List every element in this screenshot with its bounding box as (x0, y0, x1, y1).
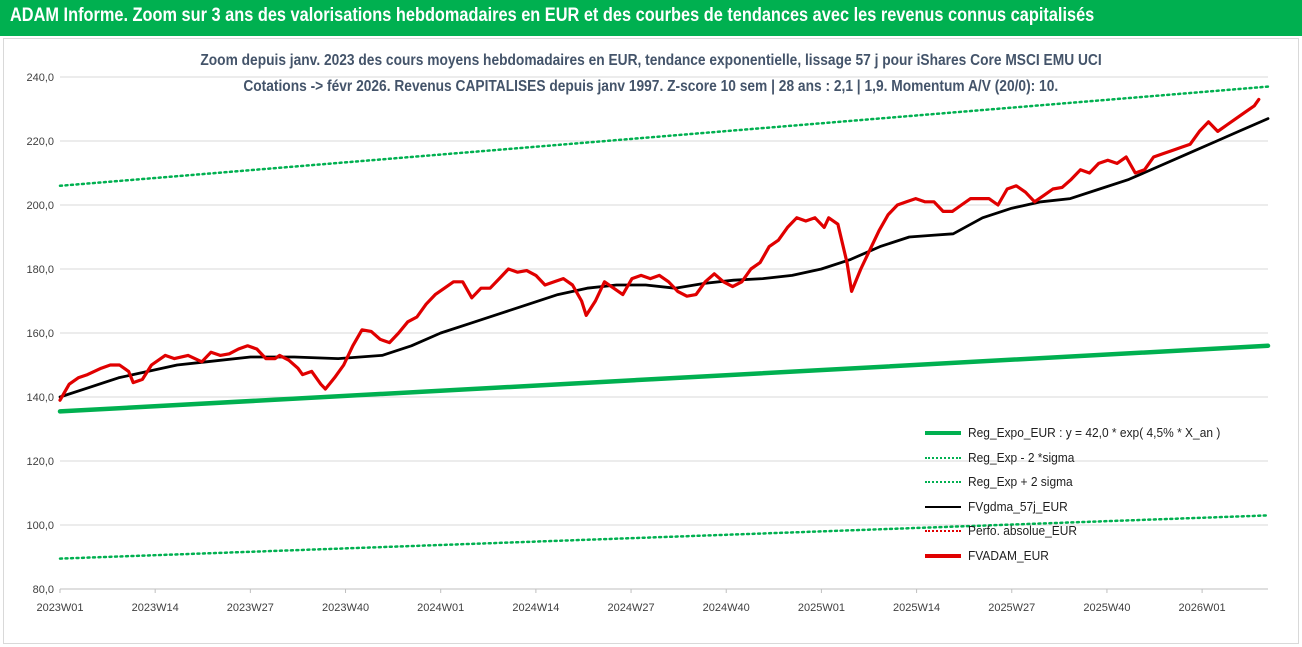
chart-subtitle-line1: Zoom depuis janv. 2023 des cours moyens … (200, 52, 1102, 69)
legend-swatch (925, 456, 961, 459)
y-tick-label: 120,0 (26, 456, 54, 468)
y-tick-label: 200,0 (26, 200, 54, 212)
x-tick-label: 2024W01 (417, 602, 464, 614)
legend-swatch (925, 431, 961, 435)
series-line-fvadam (58, 97, 1261, 402)
legend-label: Reg_Exp + 2 sigma (968, 474, 1073, 490)
x-tick-label: 2023W01 (36, 602, 83, 614)
x-tick-label: 2026W01 (1179, 602, 1226, 614)
legend-label: FVADAM_EUR (968, 548, 1049, 563)
x-tick-label: 2023W27 (227, 602, 274, 614)
legend-swatch (925, 481, 961, 484)
y-tick-label: 220,0 (26, 136, 54, 148)
x-tick-label: 2023W40 (322, 602, 369, 614)
series-line-reg_plus (58, 85, 1270, 188)
series-line-reg_minus (58, 514, 1270, 560)
y-tick-label: 240,0 (26, 72, 54, 84)
chart-frame (3, 38, 1299, 644)
y-tick-label: 100,0 (26, 520, 54, 532)
y-tick-label: 80,0 (33, 584, 54, 596)
header-bar: ADAM Informe. Zoom sur 3 ans des valoris… (0, 0, 1302, 36)
x-tick-label: 2023W14 (132, 602, 179, 614)
y-tick-label: 160,0 (26, 328, 54, 340)
x-tick-label: 2025W40 (1083, 602, 1130, 614)
header-title: ADAM Informe. Zoom sur 3 ans des valoris… (10, 5, 1095, 26)
series-line-reg_expo (57, 343, 1271, 414)
chart-subtitle-line2: Cotations -> févr 2026. Revenus CAPITALI… (243, 78, 1059, 95)
legend-swatch (925, 505, 961, 508)
legend-label: Perfo. absolue_EUR (968, 523, 1078, 539)
y-tick-label: 140,0 (26, 392, 54, 404)
x-tick-label: 2025W14 (893, 602, 940, 614)
legend-label: FVgdma_57j_EUR (968, 498, 1068, 514)
x-tick-label: 2025W01 (798, 602, 845, 614)
legend-swatch (925, 554, 961, 558)
x-tick-label: 2024W27 (608, 602, 655, 614)
legend-swatch (925, 530, 961, 533)
x-tick-label: 2024W14 (512, 602, 559, 614)
x-tick-label: 2024W40 (703, 602, 750, 614)
legend-label: Reg_Exp - 2 *sigma (968, 449, 1075, 465)
legend-label: Reg_Expo_EUR : y = 42,0 * exp( 4,5% * X_… (968, 425, 1221, 440)
y-tick-label: 180,0 (26, 264, 54, 276)
x-tick-label: 2025W27 (988, 602, 1035, 614)
